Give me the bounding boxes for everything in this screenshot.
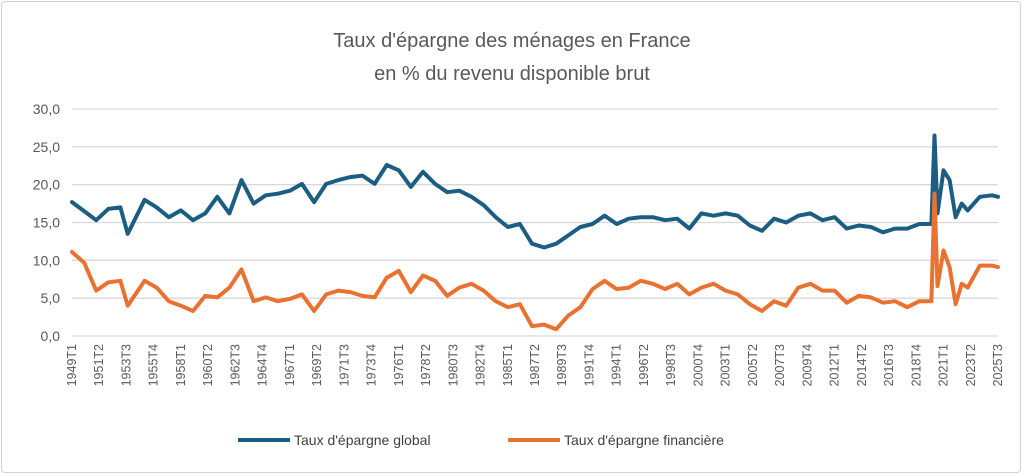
y-tick-label: 25,0 [33, 139, 60, 155]
x-tick-label: 2016T3 [882, 344, 896, 386]
x-tick-label: 1976T1 [392, 344, 406, 386]
x-tick-label: 2000T4 [691, 344, 705, 386]
x-tick-label: 2014T2 [855, 344, 869, 386]
x-tick-label: 2005T2 [746, 344, 760, 386]
x-tick-label: 1998T3 [664, 344, 678, 386]
x-tick-label: 2023T2 [964, 344, 978, 386]
x-tick-label: 1969T2 [310, 344, 324, 386]
x-tick-label: 1987T2 [528, 344, 542, 386]
y-tick-label: 15,0 [33, 215, 60, 231]
x-tick-label: 1996T2 [637, 344, 651, 386]
x-tick-label: 1967T1 [283, 344, 297, 386]
x-tick-label: 1960T2 [201, 344, 215, 386]
x-tick-label: 1962T3 [228, 344, 242, 386]
x-tick-label: 1955T4 [147, 344, 161, 386]
x-tick-label: 1980T3 [446, 344, 460, 386]
series-line-financiere [70, 191, 1000, 332]
x-tick-label: 1971T3 [337, 344, 351, 386]
x-tick-label: 2018T4 [909, 344, 923, 386]
legend-label-global: Taux d'épargne global [294, 432, 431, 448]
x-tick-label: 1973T4 [365, 344, 379, 386]
x-tick-label: 2021T1 [937, 344, 951, 386]
x-tick-label: 1953T3 [119, 344, 133, 386]
y-tick-label: 5,0 [41, 290, 61, 306]
x-tick-label: 1964T4 [256, 344, 270, 386]
x-tick-label: 2007T3 [773, 344, 787, 386]
legend: Taux d'épargne global Taux d'épargne fin… [238, 432, 724, 448]
y-tick-label: 20,0 [33, 177, 60, 193]
chart-subtitle: en % du revenu disponible brut [374, 63, 650, 85]
x-tick-label: 1978T2 [419, 344, 433, 386]
x-tick-label: 1991T4 [582, 344, 596, 386]
series-line-global [70, 133, 1000, 250]
chart-title: Taux d'épargne des ménages en France [333, 30, 690, 52]
legend-label-financiere: Taux d'épargne financière [564, 432, 724, 448]
y-tick-label: 30,0 [33, 101, 60, 117]
x-tick-label: 1982T4 [474, 344, 488, 386]
x-tick-label: 1949T1 [65, 344, 79, 386]
y-tick-label: 0,0 [41, 328, 61, 344]
x-tick-label: 1989T3 [555, 344, 569, 386]
x-tick-label: 1958T1 [174, 344, 188, 386]
x-tick-label: 1985T1 [501, 344, 515, 386]
x-tick-label: 2009T4 [800, 344, 814, 386]
x-tick-label: 2012T1 [828, 344, 842, 386]
x-tick-label: 2003T1 [719, 344, 733, 386]
y-tick-label: 10,0 [33, 252, 60, 268]
x-tick-label: 1951T2 [92, 344, 106, 386]
x-tick-label: 2025T3 [991, 344, 1005, 386]
x-tick-label: 1994T1 [610, 344, 624, 386]
